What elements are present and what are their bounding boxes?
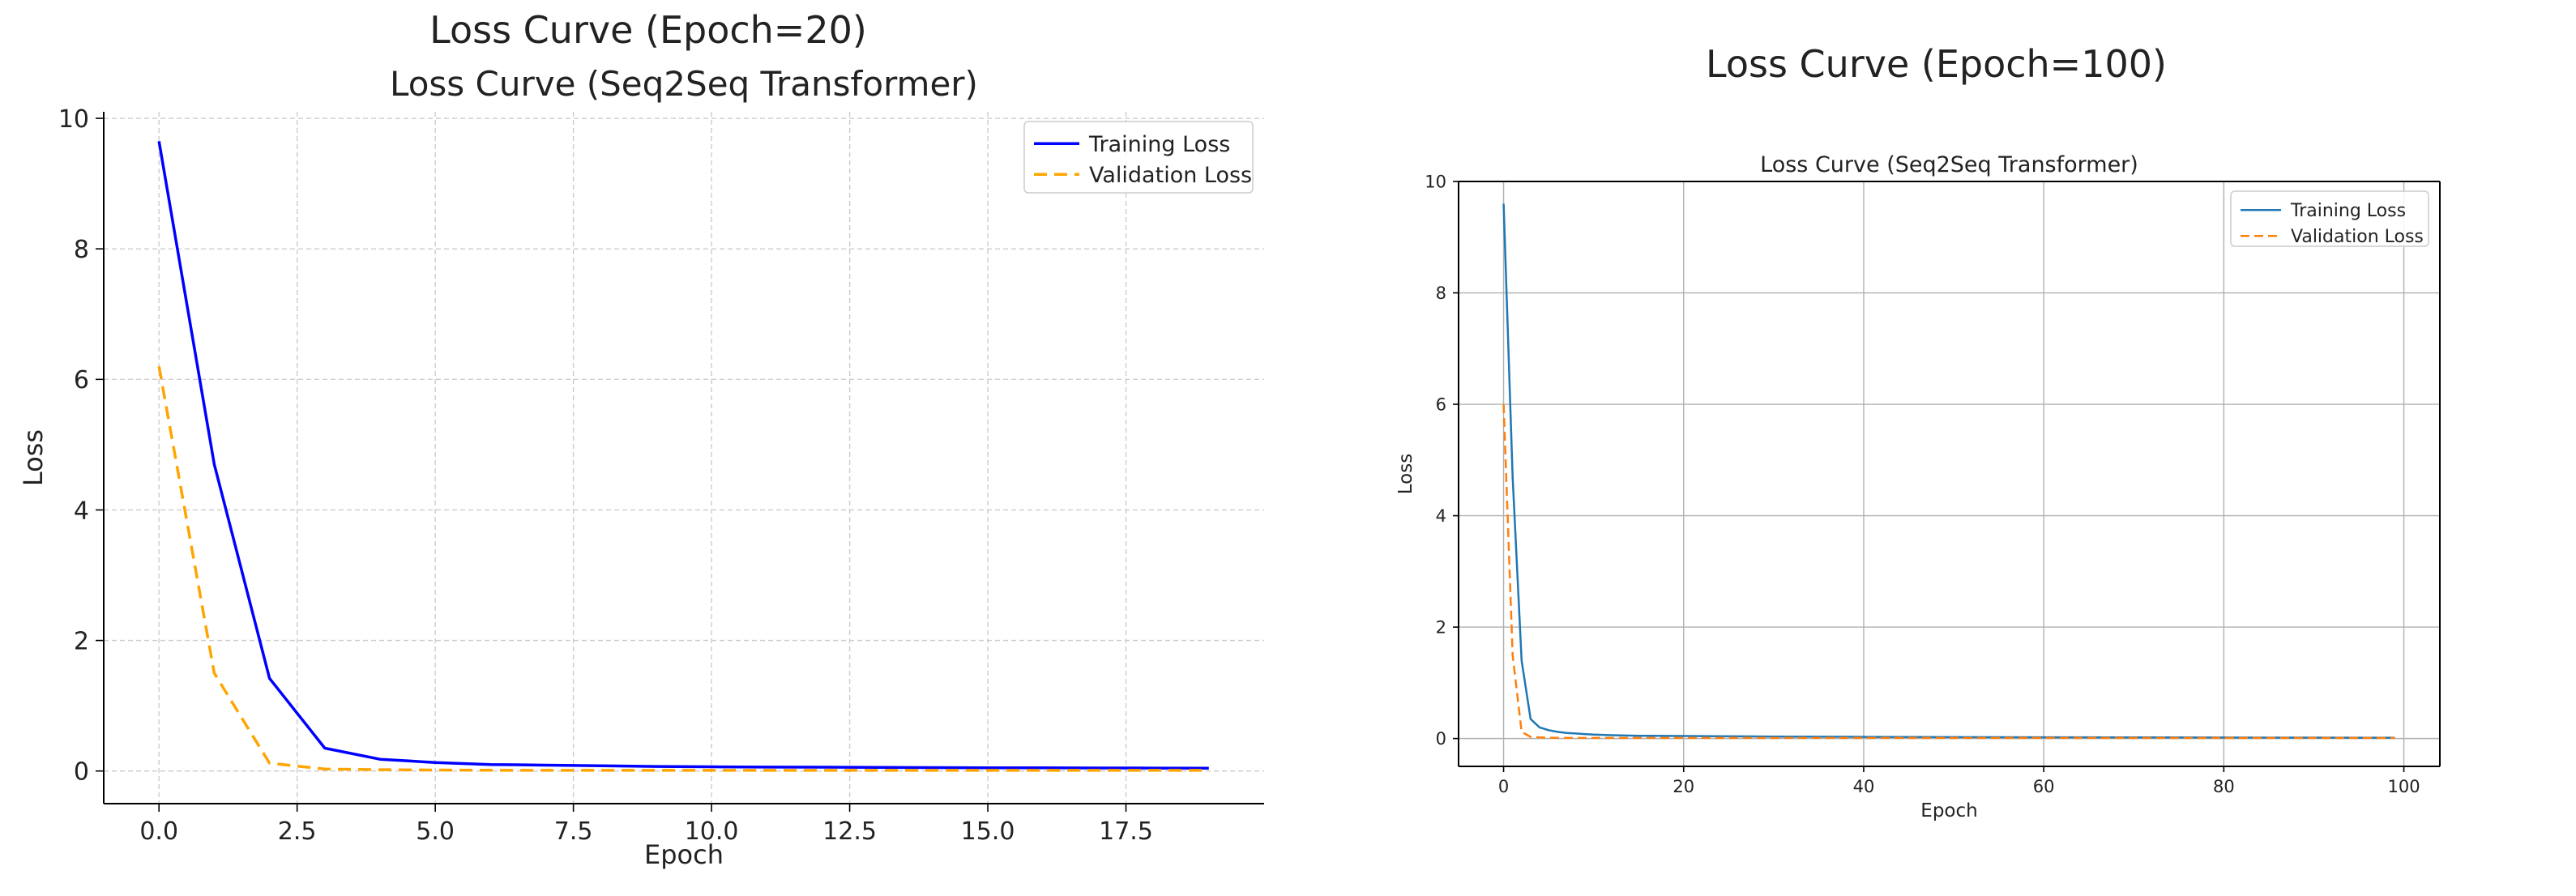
left-x-tick-label: 17.5 — [1099, 817, 1153, 846]
left-y-tick-label: 10 — [58, 105, 89, 134]
right-x-tick-label: 20 — [1672, 777, 1694, 796]
left-legend-label: Training Loss — [1088, 132, 1230, 157]
left-x-tick-label: 2.5 — [278, 817, 317, 846]
left-legend-label: Validation Loss — [1089, 163, 1252, 188]
right-x-tick-label: 80 — [2213, 777, 2235, 796]
left-chart: 0.0 2.5 5.0 7.5 10.0 12.5 15.0 17.5 0 2 4 6 8 10 Loss … — [18, 64, 1264, 870]
right-y-axis-label: Loss — [1395, 454, 1416, 494]
right-legend-label: Training Loss — [2290, 201, 2406, 221]
right-legend — [2230, 190, 2429, 247]
left-x-tick-label: 7.5 — [554, 817, 593, 846]
right-x-tick-label: 0 — [1498, 777, 1509, 796]
right-y-tick-label: 2 — [1436, 618, 1446, 638]
left-y-tick-label: 2 — [74, 627, 89, 655]
left-y-tick-label: 4 — [74, 497, 89, 525]
left-legend — [1023, 121, 1254, 194]
right-x-axis-label: Epoch — [1920, 800, 1977, 821]
right-y-tick-label: 4 — [1436, 506, 1446, 526]
left-x-tick-label: 10.0 — [685, 817, 739, 846]
left-x-axis-label: Epoch — [644, 839, 724, 870]
right-figure-title: Loss Curve (Epoch=100) — [1706, 42, 2167, 86]
right-y-tick-label: 6 — [1436, 395, 1446, 415]
right-chart-title: Loss Curve (Seq2Seq Transformer) — [1760, 152, 2138, 177]
right-y-tick-label: 10 — [1425, 173, 1446, 192]
right-x-tick-label: 60 — [2033, 777, 2055, 796]
left-chart-title: Loss Curve (Seq2Seq Transformer) — [390, 64, 978, 104]
left-y-axis-label: Loss — [18, 429, 49, 486]
right-chart: 0 20 40 60 80 100 0 2 4 6 8 10 Loss Curve (Seq2Seq T… — [1395, 152, 2441, 821]
left-x-tick-label: 15.0 — [961, 817, 1015, 846]
right-y-tick-label: 0 — [1436, 729, 1446, 749]
left-x-tick-label: 12.5 — [822, 817, 877, 846]
right-series-training-loss-line — [1502, 203, 2395, 739]
right-y-tick-label: 8 — [1436, 284, 1446, 303]
right-x-tick-label: 40 — [1853, 777, 1875, 796]
right-x-tick-label: 100 — [2388, 777, 2420, 796]
left-x-tick-label: 5.0 — [416, 817, 455, 846]
left-y-tick-label: 8 — [74, 236, 89, 264]
right-legend-label: Validation Loss — [2291, 227, 2424, 247]
left-x-tick-label: 0.0 — [139, 817, 178, 846]
left-figure-title: Loss Curve (Epoch=20) — [429, 8, 867, 52]
left-series-training-loss-line — [157, 141, 1209, 770]
left-y-tick-label: 6 — [74, 366, 89, 395]
left-y-tick-label: 0 — [74, 758, 89, 787]
left-series-validation-loss-line — [157, 365, 1209, 772]
right-series-validation-loss-line — [1502, 403, 2395, 740]
